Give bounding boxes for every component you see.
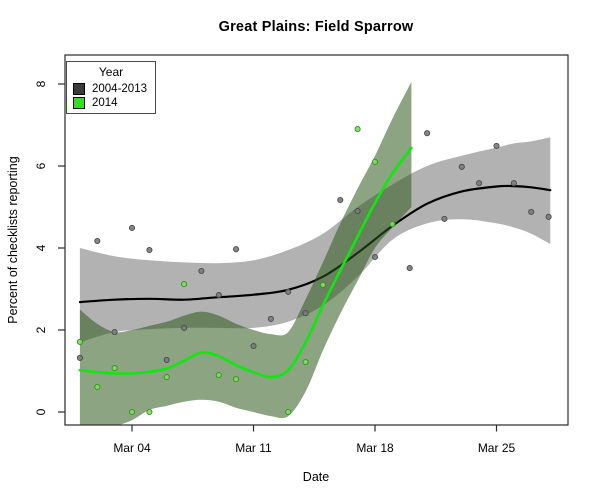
- data-point-2004-2013: [198, 267, 205, 275]
- data-point-2014: [319, 281, 326, 288]
- chart-title: Great Plains: Field Sparrow: [218, 19, 414, 35]
- data-point-2014: [215, 372, 222, 379]
- data-point-2004-2013: [163, 356, 170, 363]
- data-point-2014: [76, 338, 83, 345]
- x-tick-label: Mar 11: [235, 441, 272, 455]
- data-point-2014: [354, 126, 361, 133]
- data-point-2004-2013: [267, 315, 274, 322]
- data-point-2014: [128, 408, 136, 416]
- data-point-2004-2013: [406, 265, 413, 272]
- data-point-2004-2013: [510, 180, 517, 187]
- data-point-2004-2013: [493, 142, 500, 149]
- data-point-2004-2013: [250, 342, 257, 350]
- y-tick-label: 8: [34, 80, 48, 87]
- legend-entry-2004-2013: 2004-2013: [73, 83, 147, 95]
- data-point-2004-2013: [233, 246, 240, 253]
- legend-label-2004-2013: 2004-2013: [92, 83, 147, 95]
- data-point-2004-2013: [76, 354, 83, 361]
- data-point-2014: [111, 365, 118, 372]
- legend: Year 2004-2013 2014: [66, 61, 156, 114]
- confidence-band-2004-2013: [79, 137, 551, 343]
- legend-label-2014: 2014: [92, 97, 118, 109]
- data-point-2004-2013: [424, 130, 431, 137]
- data-point-2004-2013: [181, 324, 188, 331]
- x-tick-label: Mar 04: [113, 441, 151, 455]
- data-point-2004-2013: [128, 224, 136, 231]
- x-tick-label: Mar 25: [478, 441, 516, 455]
- x-tick-label: Mar 18: [356, 441, 394, 455]
- y-tick-label: 6: [34, 162, 48, 169]
- data-point-2004-2013: [545, 213, 552, 220]
- data-point-2004-2013: [111, 329, 118, 336]
- data-point-2004-2013: [302, 310, 309, 317]
- data-point-2014: [233, 376, 240, 383]
- y-axis-label: Percent of checklists reporting: [6, 156, 20, 324]
- x-axis-label: Date: [302, 470, 330, 484]
- y-tick-label: 2: [34, 326, 48, 333]
- data-point-2004-2013: [354, 208, 361, 215]
- legend-swatch-2004-2013: [73, 83, 85, 95]
- data-point-2014: [389, 221, 396, 228]
- plot-box: [64, 54, 569, 426]
- data-point-2014: [285, 408, 292, 416]
- data-point-2014: [302, 358, 309, 366]
- data-point-2004-2013: [476, 180, 483, 187]
- confidence-band-2014: [79, 81, 412, 425]
- legend-entry-2014: 2014: [73, 97, 118, 109]
- data-point-2004-2013: [146, 246, 153, 254]
- y-tick-label: 4: [34, 244, 48, 251]
- legend-title: Year: [98, 65, 124, 79]
- y-tick-label: 0: [34, 408, 48, 415]
- legend-swatch-2014: [73, 97, 85, 109]
- data-point-2004-2013: [215, 292, 222, 299]
- data-point-2004-2013: [94, 237, 101, 245]
- data-point-2004-2013: [285, 288, 292, 295]
- data-point-2014: [181, 281, 188, 288]
- data-point-2004-2013: [337, 196, 344, 204]
- data-point-2014: [94, 383, 101, 391]
- data-point-2014: [163, 374, 170, 381]
- plot-region: [76, 81, 552, 425]
- data-point-2004-2013: [441, 215, 448, 222]
- data-point-2014: [146, 408, 153, 416]
- data-point-2004-2013: [528, 208, 535, 215]
- trend-line-2014: [78, 146, 413, 379]
- data-point-2004-2013: [458, 163, 465, 170]
- data-point-2014: [371, 158, 379, 165]
- data-point-2004-2013: [371, 253, 379, 261]
